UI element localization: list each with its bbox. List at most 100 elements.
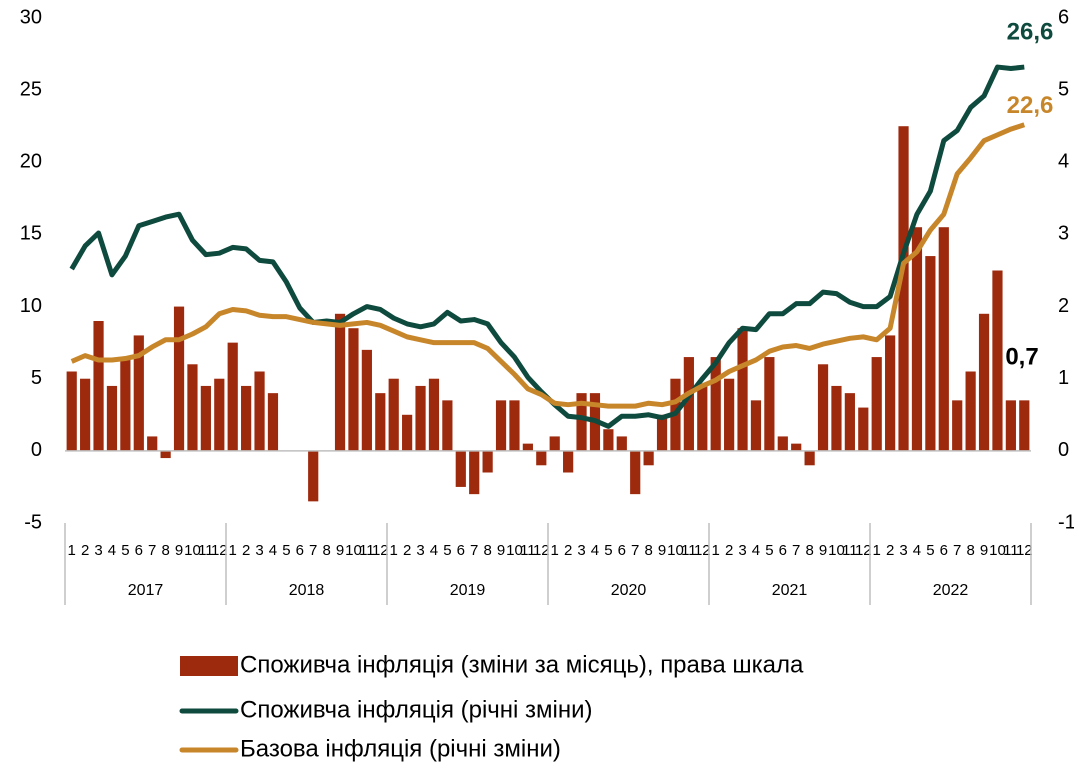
- bar: [656, 414, 668, 451]
- bar: [952, 400, 963, 451]
- legend-label: Базова інфляція (річні зміни): [240, 735, 561, 762]
- x-tick-label: 7: [631, 542, 639, 559]
- bar: [549, 436, 560, 451]
- y-tick-label: 20: [20, 151, 42, 173]
- x-tick-label: 6: [779, 542, 787, 559]
- x-tick-label: 11: [520, 542, 536, 559]
- x-tick-label: 7: [792, 542, 800, 559]
- x-tick-label: 4: [591, 542, 599, 559]
- x-tick-label: 3: [255, 542, 263, 559]
- bar: [241, 385, 252, 451]
- y-tick-label: 30: [20, 6, 42, 28]
- x-tick-label: 11: [842, 542, 858, 559]
- x-tick-label: 8: [644, 542, 652, 559]
- x-tick-label: 9: [819, 542, 827, 559]
- x-tick-label: 6: [618, 542, 626, 559]
- y-tick-label: 10: [20, 295, 42, 317]
- x-tick-label: 9: [497, 542, 505, 559]
- x-tick-label: 1: [551, 542, 559, 559]
- x-tick-label: 3: [94, 542, 102, 559]
- annotation: 0,7: [1005, 344, 1038, 371]
- bar: [710, 357, 721, 451]
- x-tick-label: 12: [372, 542, 389, 559]
- x-tick-label: 5: [443, 542, 451, 559]
- x-tick-label: 11: [359, 542, 375, 559]
- year-label: 2018: [289, 582, 325, 599]
- x-tick-label: 2: [242, 542, 250, 559]
- x-tick-label: 8: [322, 542, 330, 559]
- bar: [764, 357, 775, 451]
- bar: [348, 328, 359, 451]
- bar: [402, 414, 413, 451]
- bar: [187, 364, 198, 451]
- bar: [791, 443, 802, 451]
- bar: [831, 385, 842, 451]
- x-tick-label: 4: [108, 542, 116, 559]
- bar: [804, 450, 815, 466]
- x-tick-label: 12: [855, 542, 872, 559]
- year-label: 2021: [772, 582, 808, 599]
- bar: [777, 436, 788, 451]
- x-tick-label: 5: [926, 542, 934, 559]
- x-tick-label: 10: [345, 542, 362, 559]
- bar: [415, 385, 426, 451]
- bar: [737, 328, 748, 451]
- y2-tick-label: 4: [1058, 151, 1069, 173]
- y-tick-label: 25: [20, 78, 42, 100]
- x-tick-label: 7: [953, 542, 961, 559]
- bar: [992, 270, 1003, 451]
- bar: [214, 378, 225, 451]
- x-tick-label: 2: [564, 542, 572, 559]
- x-tick-label: 7: [148, 542, 156, 559]
- bar: [871, 357, 882, 451]
- y-tick-label: 0: [31, 439, 42, 461]
- x-tick-label: 4: [269, 542, 277, 559]
- x-tick-label: 8: [483, 542, 491, 559]
- bar: [442, 400, 453, 451]
- x-tick-label: 10: [989, 542, 1006, 559]
- year-label: 2022: [933, 582, 969, 599]
- y2-tick-label: 1: [1058, 367, 1069, 389]
- bar: [428, 378, 440, 451]
- x-tick-label: 7: [470, 542, 478, 559]
- bar: [844, 393, 855, 451]
- x-tick-label: 8: [161, 542, 169, 559]
- y2-tick-label: 2: [1058, 295, 1069, 317]
- x-tick-label: 2: [886, 542, 894, 559]
- bar: [80, 378, 91, 451]
- bar: [227, 342, 238, 451]
- bar: [522, 443, 533, 451]
- bar: [147, 436, 158, 451]
- x-tick-label: 12: [533, 542, 550, 559]
- x-tick-label: 6: [457, 542, 465, 559]
- bar: [911, 227, 923, 451]
- bar: [885, 335, 896, 451]
- x-tick-label: 9: [980, 542, 988, 559]
- x-tick-label: 5: [765, 542, 773, 559]
- legend-swatch: [180, 656, 238, 676]
- x-tick-label: 1: [712, 542, 720, 559]
- bar: [455, 450, 466, 487]
- x-tick-label: 2: [81, 542, 89, 559]
- x-tick-label: 3: [899, 542, 907, 559]
- bar: [120, 357, 131, 451]
- x-tick-label: 4: [752, 542, 760, 559]
- annotation: 22,6: [1007, 92, 1054, 119]
- x-tick-label: 11: [198, 542, 214, 559]
- bar: [254, 371, 265, 451]
- bar: [938, 227, 949, 451]
- bar: [267, 393, 279, 451]
- bar: [898, 126, 909, 451]
- x-tick-label: 1: [390, 542, 398, 559]
- bar: [66, 371, 77, 451]
- x-tick-label: 9: [336, 542, 344, 559]
- bar: [173, 306, 185, 451]
- bar: [200, 385, 211, 451]
- x-tick-label: 1: [229, 542, 237, 559]
- y2-tick-label: 0: [1058, 439, 1069, 461]
- x-tick-label: 3: [416, 542, 424, 559]
- x-tick-label: 10: [506, 542, 523, 559]
- bar: [536, 450, 547, 466]
- bar: [308, 450, 319, 502]
- year-label: 2020: [611, 582, 647, 599]
